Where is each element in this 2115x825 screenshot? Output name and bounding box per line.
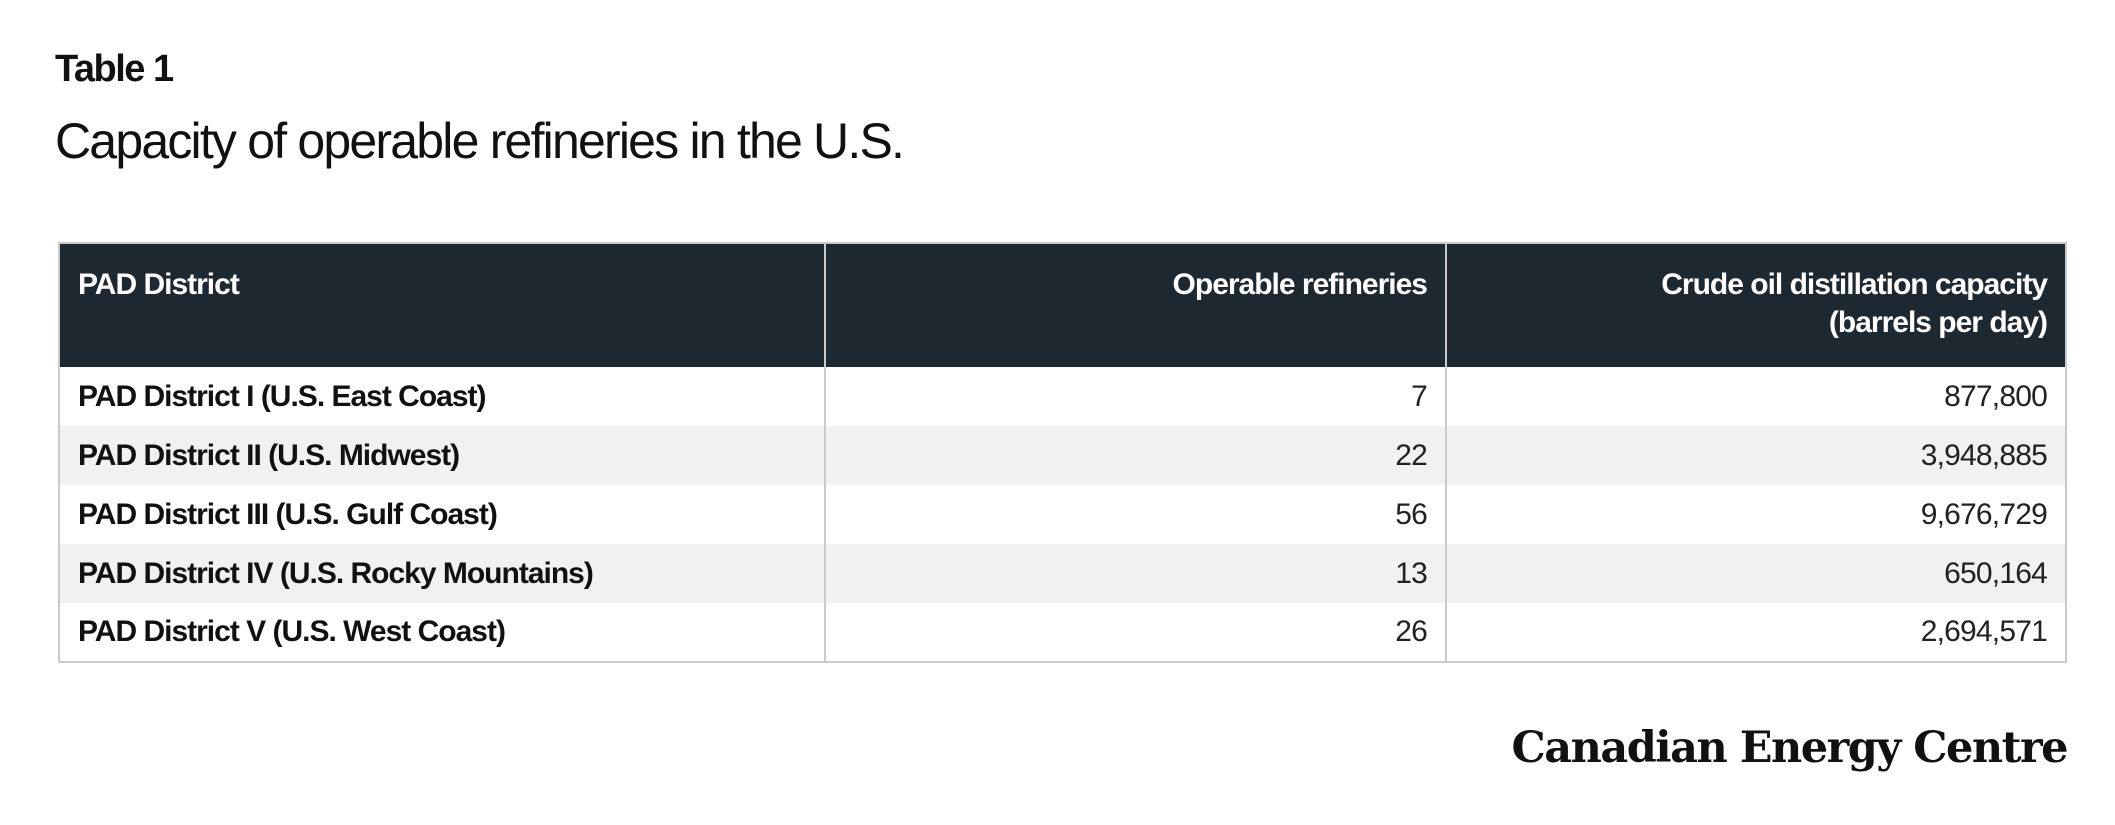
table-body: PAD District I (U.S. East Coast) 7 877,8… <box>59 367 2066 662</box>
district-cell: PAD District I (U.S. East Coast) <box>59 367 826 426</box>
capacity-cell: 877,800 <box>1446 367 2066 426</box>
capacity-cell: 2,694,571 <box>1446 603 2066 662</box>
capacity-cell: 3,948,885 <box>1446 426 2066 485</box>
table-title: Capacity of operable refineries in the U… <box>55 113 905 169</box>
refineries-cell: 7 <box>825 367 1447 426</box>
column-header-refineries: Operable refineries <box>825 243 1447 367</box>
brand-logo: Canadian Energy Centre <box>1511 723 2069 773</box>
table-header: PAD District Operable refineries Crude o… <box>59 243 2066 367</box>
table-row: PAD District I (U.S. East Coast) 7 877,8… <box>59 367 2066 426</box>
table-row: PAD District III (U.S. Gulf Coast) 56 9,… <box>59 485 2066 544</box>
refineries-cell: 22 <box>825 426 1447 485</box>
capacity-cell: 650,164 <box>1446 544 2066 603</box>
table-row: PAD District IV (U.S. Rocky Mountains) 1… <box>59 544 2066 603</box>
table-row: PAD District II (U.S. Midwest) 22 3,948,… <box>59 426 2066 485</box>
district-cell: PAD District II (U.S. Midwest) <box>59 426 826 485</box>
district-cell: PAD District V (U.S. West Coast) <box>59 603 826 662</box>
column-header-district: PAD District <box>59 243 826 367</box>
header-row: PAD District Operable refineries Crude o… <box>59 243 2066 367</box>
district-cell: PAD District III (U.S. Gulf Coast) <box>59 485 826 544</box>
table-row: PAD District V (U.S. West Coast) 26 2,69… <box>59 603 2066 662</box>
refineries-cell: 26 <box>825 603 1447 662</box>
refineries-cell: 13 <box>825 544 1447 603</box>
column-header-capacity: Crude oil distillation capacity (barrels… <box>1446 243 2066 367</box>
refinery-capacity-table: PAD District Operable refineries Crude o… <box>58 242 2067 663</box>
refineries-cell: 56 <box>825 485 1447 544</box>
district-cell: PAD District IV (U.S. Rocky Mountains) <box>59 544 826 603</box>
table-label: Table 1 <box>55 48 174 90</box>
capacity-cell: 9,676,729 <box>1446 485 2066 544</box>
column-header-capacity-line2: (barrels per day) <box>1828 306 2048 339</box>
column-header-capacity-line1: Crude oil distillation capacity <box>1661 268 2048 301</box>
